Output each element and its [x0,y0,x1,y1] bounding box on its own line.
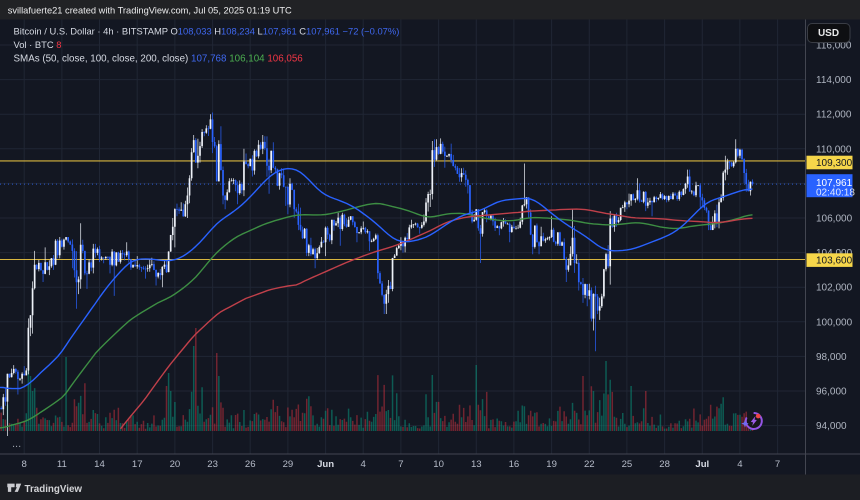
svg-text:23: 23 [207,459,218,470]
svg-text:10: 10 [433,459,444,470]
svg-text:svillafuerte21 created with Tr: svillafuerte21 created with TradingView.… [8,6,292,16]
svg-text:Bitcoin / U.S. Dollar · 4h · B: Bitcoin / U.S. Dollar · 4h · BITSTAMP O1… [14,26,400,37]
svg-text:22: 22 [584,459,595,470]
svg-text:28: 28 [659,459,670,470]
svg-text:25: 25 [622,459,633,470]
svg-text:7: 7 [775,459,780,470]
svg-text:8: 8 [22,459,27,470]
svg-text:4: 4 [361,459,367,470]
svg-text:USD: USD [818,28,839,39]
svg-text:96,000: 96,000 [816,387,847,398]
svg-text:114,000: 114,000 [816,75,852,86]
svg-text:112,000: 112,000 [816,110,852,121]
svg-text:107,961: 107,961 [816,178,853,189]
svg-text:20: 20 [170,459,181,470]
svg-text:110,000: 110,000 [816,144,852,155]
svg-text:100,000: 100,000 [816,317,853,328]
svg-text:17: 17 [132,459,143,470]
svg-text:109,300: 109,300 [816,158,853,169]
svg-text:116,000: 116,000 [816,41,852,52]
svg-text:16: 16 [509,459,520,470]
svg-text:14: 14 [94,459,105,470]
svg-text:103,600: 103,600 [816,256,853,267]
svg-text:102,000: 102,000 [816,283,853,294]
svg-text:7: 7 [398,459,403,470]
svg-text:4: 4 [737,459,743,470]
svg-text:TradingView: TradingView [25,484,83,495]
svg-text:02:40:18: 02:40:18 [816,188,855,199]
svg-text:94,000: 94,000 [816,421,847,432]
svg-text:106,000: 106,000 [816,214,853,225]
svg-text:11: 11 [57,459,67,470]
svg-text:13: 13 [471,459,482,470]
svg-text:19: 19 [546,459,557,470]
svg-text:26: 26 [245,459,256,470]
svg-text:29: 29 [283,459,294,470]
svg-text:Jul: Jul [695,459,709,470]
svg-text:Jun: Jun [317,459,334,470]
svg-text:98,000: 98,000 [816,352,847,363]
svg-text:Vol · BTC 8: Vol · BTC 8 [14,39,62,50]
svg-text:SMAs (50, close, 100, close, 2: SMAs (50, close, 100, close, 200, close)… [14,54,304,65]
svg-text:...: ... [12,438,21,450]
